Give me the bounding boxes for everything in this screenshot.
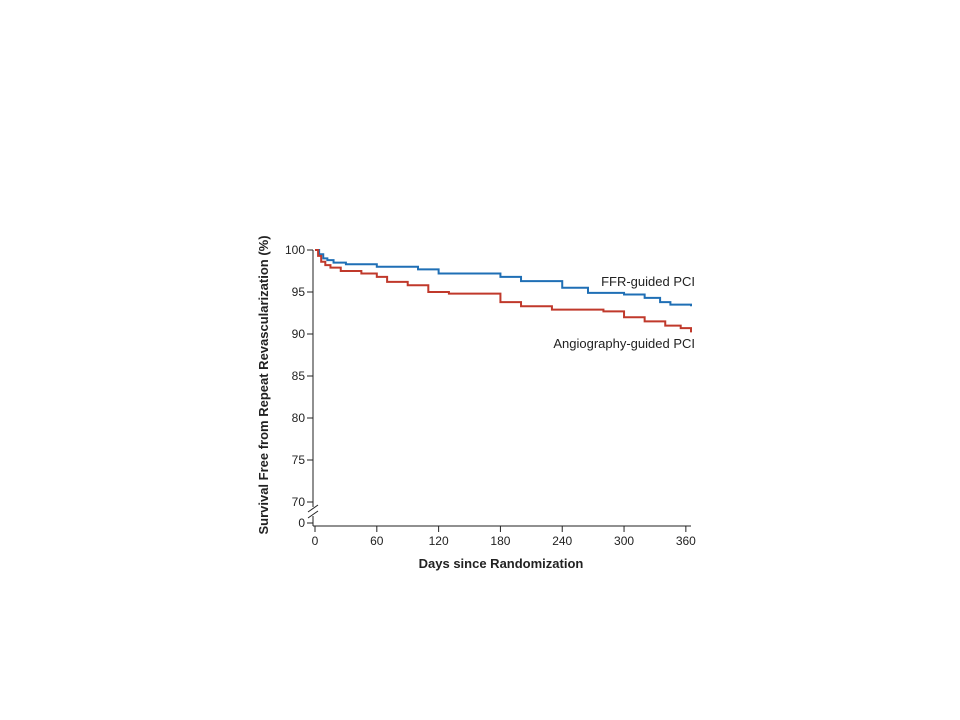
x-tick-label: 0: [312, 534, 319, 548]
x-tick-label: 300: [614, 534, 634, 548]
series-labels: FFR-guided PCI Angiography-guided PCI: [553, 274, 695, 351]
y-tick-label: 95: [292, 285, 306, 299]
x-tick-label: 120: [429, 534, 449, 548]
series-label-angiography-guided-pci: Angiography-guided PCI: [553, 336, 695, 351]
axis-break-mark: [307, 504, 319, 513]
y-tick-label: 100: [285, 243, 305, 257]
x-tick-label: 180: [490, 534, 510, 548]
y-tick-label: 0: [298, 516, 305, 530]
axes: 0 70 75 80 85 90 95 100 0 60 120 180 240 300 360: [285, 243, 696, 548]
y-tick-label: 75: [292, 453, 306, 467]
series-lines: [315, 249, 692, 333]
series-line-angiography-guided-pci: [315, 249, 692, 333]
y-axis-title: Survival Free from Repeat Revascularizat…: [256, 235, 271, 534]
y-tick-label: 85: [292, 369, 306, 383]
y-tick-label: 90: [292, 327, 306, 341]
x-tick-label: 360: [676, 534, 696, 548]
series-label-ffr-guided-pci: FFR-guided PCI: [601, 274, 695, 289]
y-tick-label: 80: [292, 411, 306, 425]
x-tick-label: 60: [370, 534, 384, 548]
y-tick-label: 70: [292, 495, 306, 509]
x-tick-label: 240: [552, 534, 572, 548]
axis-break-mark: [307, 510, 319, 519]
series-line-ffr-guided-pci: [315, 249, 692, 307]
x-axis-title: Days since Randomization: [419, 556, 584, 571]
